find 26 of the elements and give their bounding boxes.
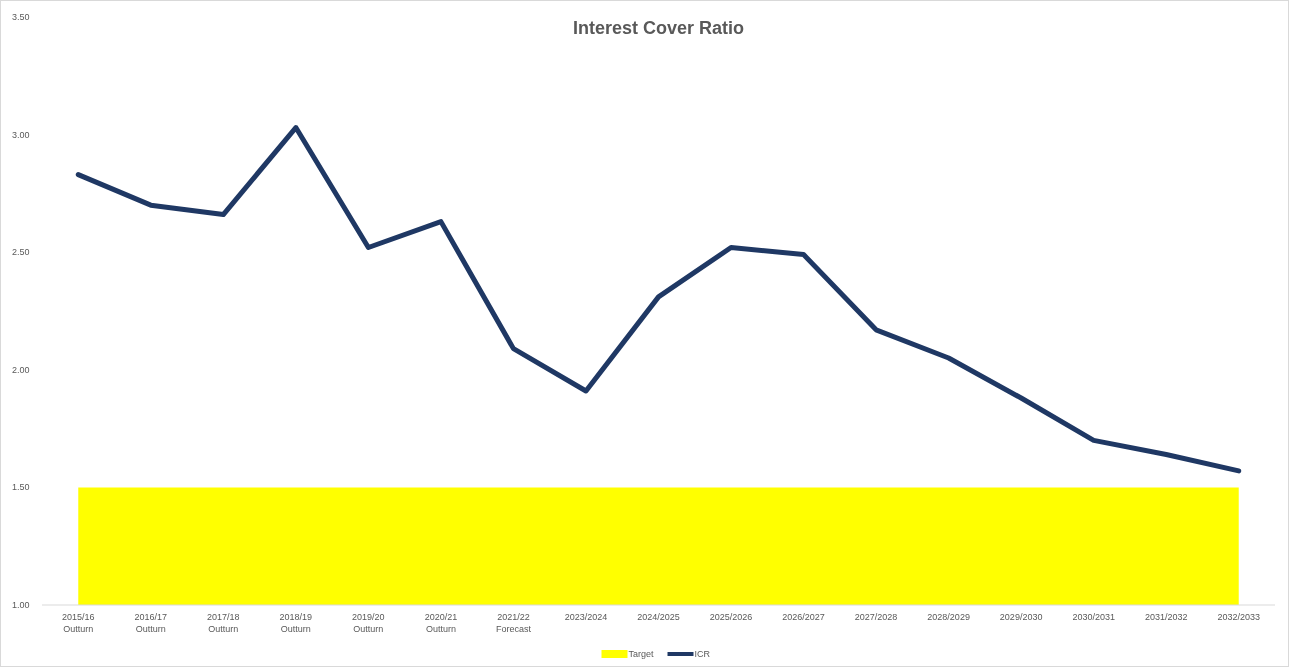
legend-label: ICR — [694, 649, 711, 659]
x-tick-label: 2021/22 Forecast — [495, 612, 532, 634]
x-tick-label: 2026/2027 — [782, 612, 825, 622]
x-tick-label: 2023/2024 — [564, 612, 608, 622]
x-tick-label: 2025/2026 — [709, 612, 753, 622]
x-tick-label: 2028/2029 — [927, 612, 970, 622]
x-tick-label: 2015/16 Outturn — [61, 612, 95, 634]
x-tick-label: 2029/2030 — [999, 612, 1043, 622]
x-tick-label: 2020/21 Outturn — [424, 612, 458, 634]
x-tick-label: 2024/2025 — [637, 612, 680, 622]
x-tick-label: 2031/2032 — [1144, 612, 1188, 622]
x-tick-label: 2019/20 Outturn — [352, 612, 385, 634]
y-tick-label: 3.50 — [12, 12, 30, 22]
x-tick-label: 2018/19 Outturn — [279, 612, 313, 634]
y-tick-label: 2.50 — [12, 247, 30, 258]
chart-title: Interest Cover Ratio — [572, 18, 745, 38]
x-tick-label: 2032/2033 — [1217, 612, 1261, 622]
y-tick-label: 1.50 — [12, 482, 30, 493]
x-tick-label: 2027/2028 — [854, 612, 898, 622]
y-tick-label: 3.00 — [12, 129, 30, 140]
y-tick-label: 1.00 — [12, 600, 30, 610]
x-tick-label: 2016/17 Outturn — [134, 612, 168, 634]
y-tick-label: 2.00 — [12, 364, 30, 375]
legend-label: Target — [628, 649, 655, 659]
x-tick-label: 2030/2031 — [1072, 612, 1115, 622]
x-tick-label: 2017/18 Outturn — [207, 612, 240, 634]
